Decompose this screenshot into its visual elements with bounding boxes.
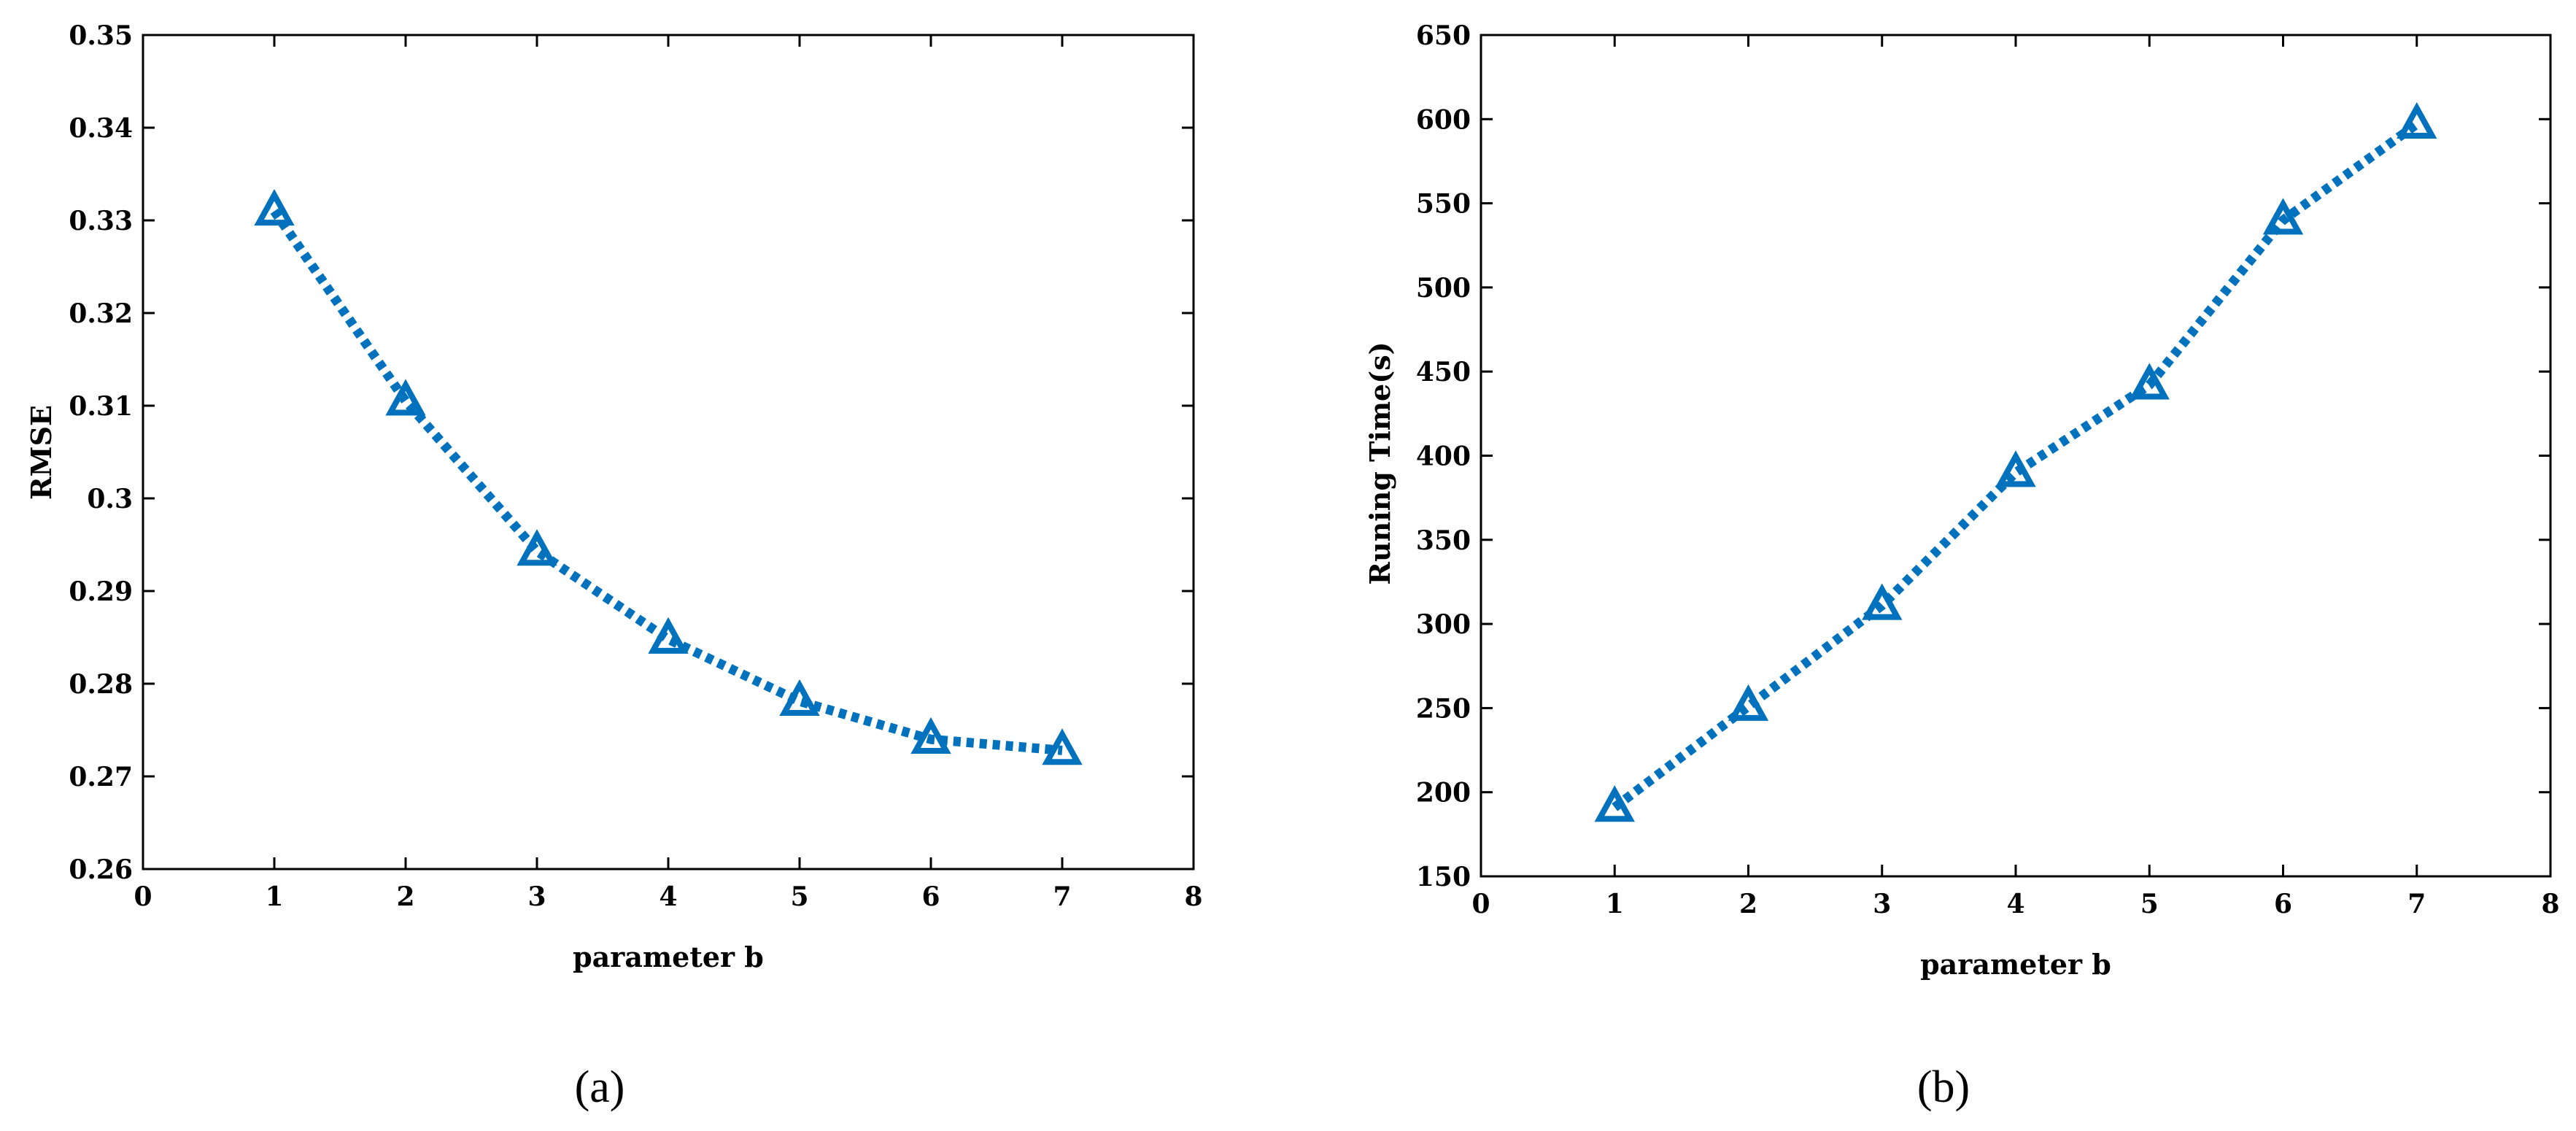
data-point-marker xyxy=(254,189,295,226)
y-tick-label: 0.28 xyxy=(69,669,133,700)
tick-group-a: 0 1 2 3 4 5 6 7 8 0.26 0.27 0.28 0.29 0.3 0.31 0.32 0.33… xyxy=(69,20,1202,912)
x-tick-label: 6 xyxy=(2274,889,2292,919)
data-point-marker xyxy=(1728,684,1769,721)
y-tick-label: 400 xyxy=(1416,441,1471,472)
y-tick-label: 650 xyxy=(1416,20,1471,51)
data-point-marker xyxy=(2397,101,2437,139)
data-point-marker xyxy=(517,529,557,566)
x-tick-label: 8 xyxy=(2541,889,2559,919)
y-tick-label: 300 xyxy=(1416,609,1471,640)
series-line xyxy=(270,208,1063,755)
x-axis-label-a: parameter b xyxy=(573,941,764,973)
x-tick-label: 0 xyxy=(134,881,152,912)
y-tick-label: 250 xyxy=(1416,693,1471,724)
x-tick-label: 4 xyxy=(2006,889,2024,919)
x-tick-label: 5 xyxy=(2140,889,2159,919)
x-tick-label: 7 xyxy=(2407,889,2426,919)
chart-panel-a: 0 1 2 3 4 5 6 7 8 0.26 0.27 0.28 0.29 0.3 0.31 0.32 0.33… xyxy=(25,20,1203,1112)
y-tick-label: 0.3 xyxy=(87,484,133,514)
data-point-marker xyxy=(779,679,820,716)
y-tick-label: 0.26 xyxy=(69,854,133,885)
y-tick-label: 0.35 xyxy=(69,20,133,51)
data-point-marker xyxy=(2129,363,2170,400)
y-axis-label-b: Runing Time(s) xyxy=(1364,341,1396,584)
x-tick-label: 4 xyxy=(659,881,677,912)
x-tick-label: 2 xyxy=(1739,889,1757,919)
x-tick-label: 6 xyxy=(921,881,940,912)
data-point-marker xyxy=(910,717,951,754)
y-tick-label: 0.29 xyxy=(69,576,133,607)
x-tick-label: 0 xyxy=(1471,889,1490,919)
y-tick-label: 0.34 xyxy=(69,113,133,144)
data-point-marker xyxy=(2262,198,2304,235)
x-tick-label: 1 xyxy=(265,881,283,912)
caption-b: (b) xyxy=(1917,1062,1970,1112)
y-tick-label: 0.31 xyxy=(69,391,133,422)
data-point-marker xyxy=(1594,785,1635,822)
x-tick-label: 3 xyxy=(527,881,546,912)
data-point-marker xyxy=(385,379,426,416)
y-tick-label: 500 xyxy=(1416,273,1471,304)
y-tick-label: 200 xyxy=(1416,778,1471,808)
x-tick-label: 5 xyxy=(790,881,808,912)
y-tick-label: 0.32 xyxy=(69,298,133,329)
x-tick-label: 8 xyxy=(1184,881,1202,912)
x-axis-label-b: parameter b xyxy=(1920,948,2111,981)
data-point-marker xyxy=(648,617,689,654)
y-tick-label: 0.33 xyxy=(69,206,133,236)
data-point-marker xyxy=(1995,450,2036,487)
y-tick-label: 550 xyxy=(1416,189,1471,220)
x-tick-label: 3 xyxy=(1873,889,1891,919)
y-tick-label: 600 xyxy=(1416,104,1471,135)
x-tick-label: 1 xyxy=(1606,889,1624,919)
x-tick-label: 2 xyxy=(396,881,414,912)
y-tick-label: 450 xyxy=(1416,357,1471,387)
data-point-marker xyxy=(1042,728,1083,765)
series-group-b xyxy=(1594,101,2437,822)
y-tick-label: 0.27 xyxy=(69,762,133,792)
y-tick-label: 350 xyxy=(1416,525,1471,556)
data-point-marker xyxy=(1862,583,1903,620)
x-tick-label: 7 xyxy=(1053,881,1071,912)
series-group-a xyxy=(254,189,1083,765)
caption-a: (a) xyxy=(575,1062,625,1112)
tick-group-b: 0 1 2 3 4 5 6 7 8 150 200 250 300 350 400 450 500 550 600 6… xyxy=(1416,20,2560,919)
y-tick-label: 150 xyxy=(1416,862,1471,892)
chart-panel-b: 0 1 2 3 4 5 6 7 8 150 200 250 300 350 400 450 500 550 600 6… xyxy=(1364,20,2560,1112)
y-axis-label-a: RMSE xyxy=(25,405,58,500)
series-line xyxy=(1612,120,2420,811)
